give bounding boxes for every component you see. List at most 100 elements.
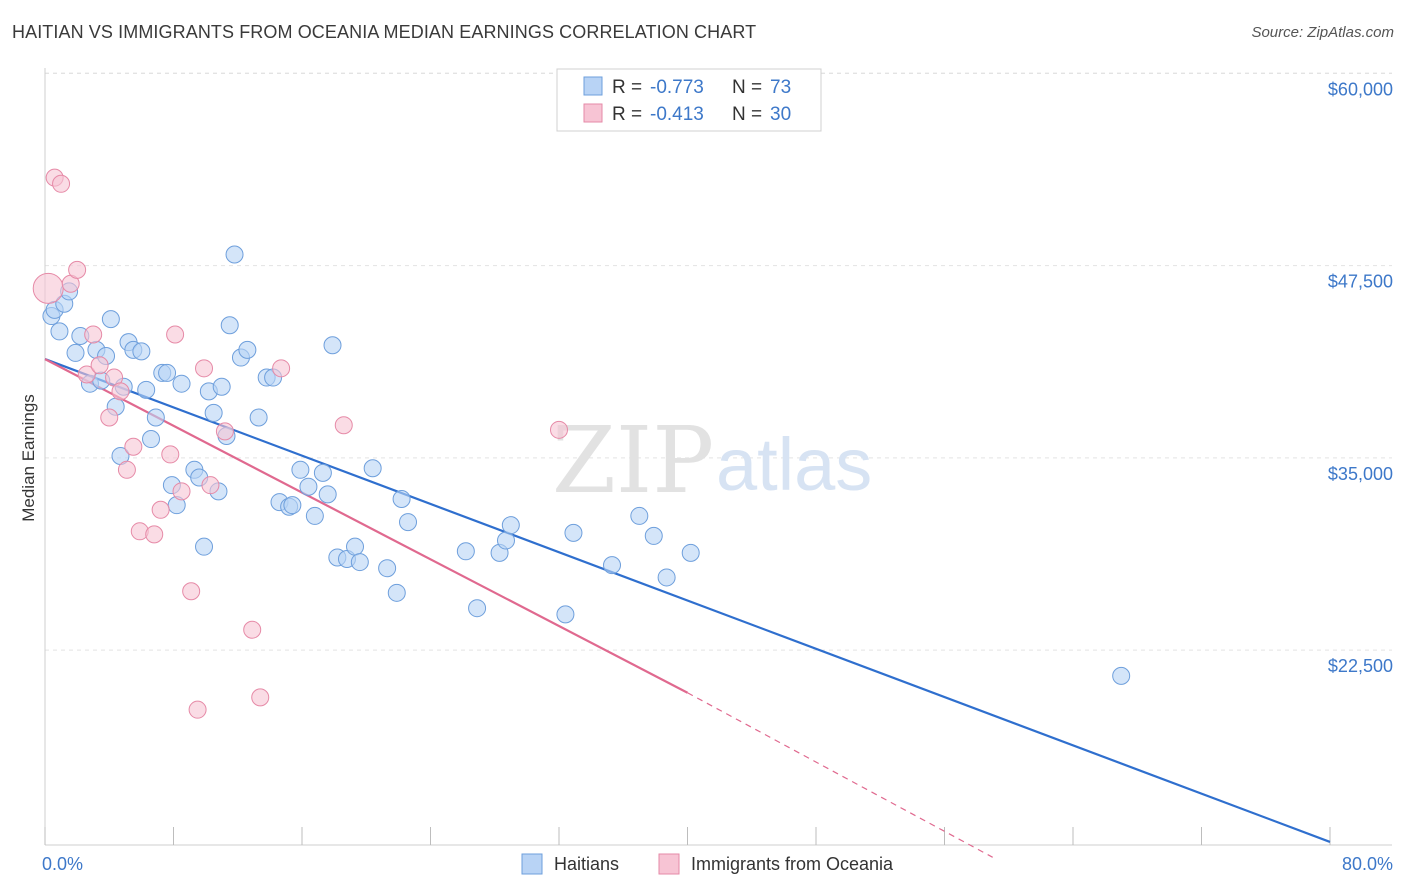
legend-n-label: N = bbox=[732, 77, 762, 98]
chart-title: HAITIAN VS IMMIGRANTS FROM OCEANIA MEDIA… bbox=[12, 22, 757, 42]
point-oceania bbox=[52, 174, 71, 193]
point-haitians bbox=[468, 599, 487, 618]
watermark-zip: ZIP bbox=[552, 407, 714, 514]
data-points bbox=[32, 168, 1131, 719]
point-haitians bbox=[313, 463, 332, 482]
point-oceania bbox=[117, 460, 136, 479]
x-tick-label: 0.0% bbox=[42, 854, 83, 874]
bottom-legend-swatch-oceania bbox=[658, 853, 680, 875]
point-oceania bbox=[145, 525, 164, 544]
point-haitians bbox=[204, 403, 223, 422]
trend-line-oceania-extension bbox=[687, 692, 993, 858]
point-oceania bbox=[550, 420, 568, 439]
y-axis-label: Median Earnings bbox=[19, 394, 38, 522]
point-haitians bbox=[172, 374, 191, 393]
point-haitians bbox=[158, 363, 177, 382]
point-haitians bbox=[681, 543, 700, 562]
point-haitians bbox=[657, 568, 676, 587]
point-oceania bbox=[188, 700, 207, 719]
point-haitians bbox=[456, 542, 475, 561]
point-haitians bbox=[238, 340, 257, 359]
legend-n-label: N = bbox=[732, 104, 762, 125]
legend-swatch-oceania bbox=[583, 103, 603, 123]
point-haitians bbox=[346, 537, 365, 556]
point-oceania bbox=[84, 325, 103, 344]
point-oceania bbox=[32, 272, 64, 304]
point-haitians bbox=[363, 459, 382, 478]
point-oceania bbox=[151, 500, 170, 519]
point-haitians bbox=[212, 377, 231, 396]
chart-source: Source: ZipAtlas.com bbox=[1251, 24, 1394, 41]
point-oceania bbox=[195, 359, 214, 378]
watermark-atlas: atlas bbox=[716, 423, 872, 506]
point-haitians bbox=[350, 553, 369, 572]
point-haitians bbox=[50, 322, 69, 341]
point-haitians bbox=[630, 506, 649, 525]
point-oceania bbox=[100, 408, 119, 427]
legend-r-label: R = bbox=[612, 77, 642, 98]
x-tick-label: 80.0% bbox=[1342, 854, 1393, 874]
point-haitians bbox=[101, 310, 120, 329]
axes bbox=[44, 68, 1392, 846]
legend-r-value: -0.413 bbox=[650, 104, 704, 125]
point-oceania bbox=[68, 260, 87, 279]
point-haitians bbox=[318, 485, 337, 504]
point-haitians bbox=[399, 513, 418, 532]
y-tick-label: $22,500 bbox=[1328, 656, 1393, 676]
point-oceania bbox=[161, 445, 180, 464]
point-haitians bbox=[305, 506, 324, 525]
point-oceania bbox=[172, 482, 191, 501]
point-oceania bbox=[272, 359, 291, 378]
y-tick-label: $35,000 bbox=[1328, 464, 1393, 484]
point-oceania bbox=[124, 437, 143, 456]
point-oceania bbox=[251, 688, 270, 707]
legend-r-value: -0.773 bbox=[650, 77, 704, 98]
point-haitians bbox=[66, 343, 85, 362]
point-haitians bbox=[220, 316, 239, 335]
point-haitians bbox=[146, 408, 165, 427]
point-oceania bbox=[166, 325, 185, 344]
bottom-legend: Haitians Immigrants from Oceania bbox=[521, 853, 894, 875]
point-oceania bbox=[201, 476, 220, 495]
legend-swatch-haitians bbox=[583, 76, 603, 96]
point-haitians bbox=[291, 460, 310, 479]
y-tick-label: $47,500 bbox=[1328, 272, 1393, 292]
y-tick-label: $60,000 bbox=[1328, 79, 1393, 99]
point-haitians bbox=[378, 559, 397, 578]
point-oceania bbox=[77, 365, 96, 384]
point-haitians bbox=[137, 380, 156, 399]
trend-line-haitians bbox=[44, 358, 1331, 843]
point-haitians bbox=[501, 516, 520, 535]
point-haitians bbox=[299, 477, 318, 496]
point-haitians bbox=[496, 531, 515, 550]
point-oceania bbox=[111, 382, 130, 401]
point-haitians bbox=[556, 605, 575, 624]
legend-r-label: R = bbox=[612, 104, 642, 125]
point-haitians bbox=[323, 336, 342, 355]
point-haitians bbox=[392, 490, 411, 509]
point-oceania bbox=[243, 620, 262, 639]
legend-n-value: 73 bbox=[770, 77, 791, 98]
point-oceania bbox=[90, 356, 109, 375]
point-haitians bbox=[564, 523, 583, 542]
bottom-legend-oceania: Immigrants from Oceania bbox=[691, 854, 894, 874]
point-haitians bbox=[249, 408, 268, 427]
legend-box: R = -0.773 N = 73 R = -0.413 N = 30 bbox=[556, 68, 822, 132]
point-oceania bbox=[182, 582, 201, 601]
point-haitians bbox=[603, 556, 622, 575]
bottom-legend-haitians: Haitians bbox=[554, 854, 619, 874]
bottom-legend-swatch-haitians bbox=[521, 853, 543, 875]
point-haitians bbox=[195, 537, 214, 556]
point-haitians bbox=[1112, 666, 1131, 685]
point-haitians bbox=[644, 526, 663, 545]
watermark: ZIP atlas bbox=[552, 407, 872, 514]
point-haitians bbox=[132, 342, 151, 361]
point-haitians bbox=[225, 245, 244, 264]
point-oceania bbox=[334, 416, 353, 435]
y-tick-labels: $60,000 $47,500 $35,000 $22,500 bbox=[1328, 79, 1393, 676]
point-haitians bbox=[387, 583, 406, 602]
point-oceania bbox=[215, 422, 234, 441]
legend-n-value: 30 bbox=[770, 104, 791, 125]
x-tick-labels: 0.0% 80.0% bbox=[42, 854, 1393, 874]
